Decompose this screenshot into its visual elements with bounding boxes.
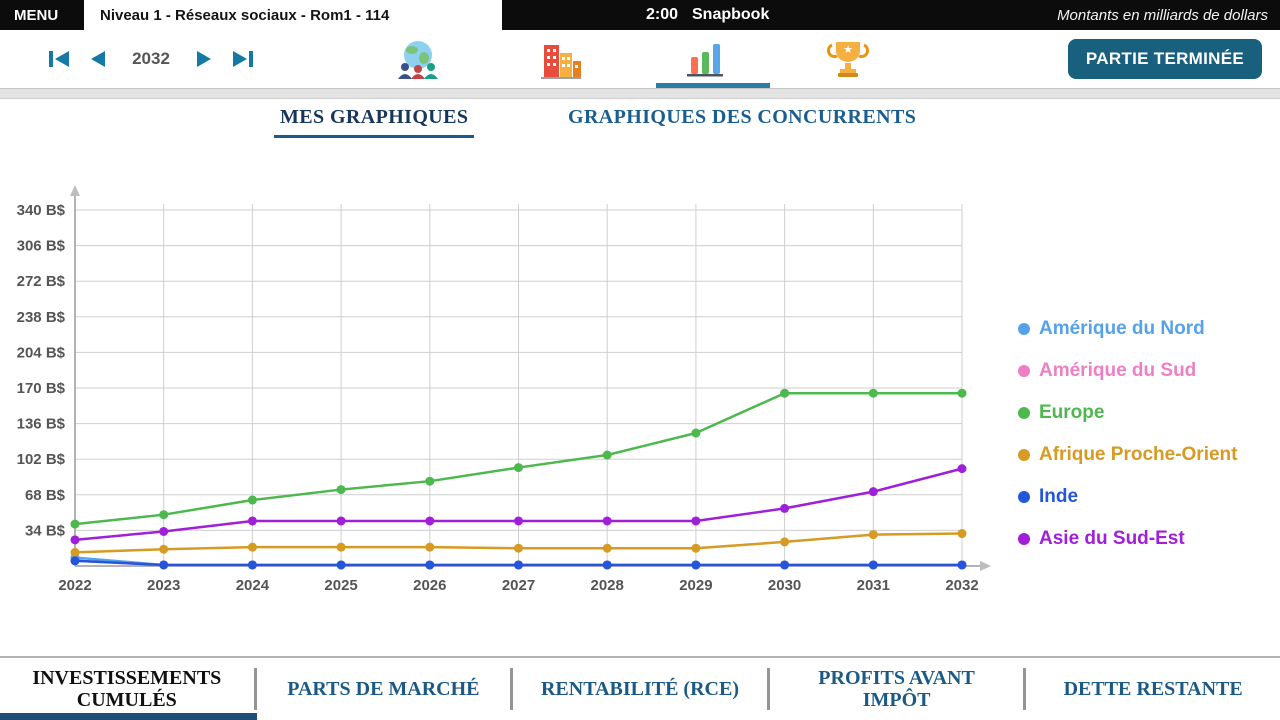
tab-remaining-debt[interactable]: DETTE RESTANTE bbox=[1026, 658, 1280, 720]
company-name: Snapbook bbox=[692, 6, 770, 23]
city-buildings-icon bbox=[541, 45, 582, 79]
previous-icon bbox=[91, 51, 105, 67]
units-note: Montants en milliards de dollars bbox=[1057, 6, 1268, 24]
world-view-button[interactable] bbox=[392, 36, 444, 82]
next-icon bbox=[197, 51, 211, 67]
investments-line-chart: 34 B$ 68 B$ 102 B$ 136 B$ 170 B$ 204 B$ 238 B$… bbox=[17, 185, 991, 594]
toolbar: 2032 bbox=[0, 30, 1280, 89]
tab-profitability[interactable]: RENTABILITÉ (RCE) bbox=[513, 658, 767, 720]
svg-text:204 B$: 204 B$ bbox=[17, 344, 66, 361]
tab-pretax-profits[interactable]: PROFITS AVANT IMPÔT bbox=[770, 658, 1024, 720]
svg-text:238 B$: 238 B$ bbox=[17, 309, 66, 326]
legend-dot bbox=[1018, 533, 1030, 545]
skip-to-end-icon bbox=[233, 51, 253, 67]
svg-text:2031: 2031 bbox=[857, 577, 890, 594]
svg-text:2029: 2029 bbox=[679, 577, 712, 594]
previous-year-button[interactable] bbox=[88, 47, 108, 71]
svg-text:68 B$: 68 B$ bbox=[25, 487, 66, 504]
svg-text:272 B$: 272 B$ bbox=[17, 273, 66, 290]
year-navigation: 2032 bbox=[46, 30, 256, 88]
svg-text:34 B$: 34 B$ bbox=[25, 522, 66, 539]
legend-label: Asie du Sud-Est bbox=[1039, 528, 1185, 549]
tab-cumulative-investments[interactable]: INVESTISSEMENTS CUMULÉS bbox=[0, 658, 254, 720]
svg-text:2025: 2025 bbox=[324, 577, 357, 594]
tab-label: RENTABILITÉ (RCE) bbox=[540, 677, 739, 700]
menu-button[interactable]: MENU bbox=[14, 6, 59, 24]
legend-label: Europe bbox=[1039, 402, 1105, 423]
legend-dot bbox=[1018, 365, 1030, 377]
legend-dot bbox=[1018, 407, 1030, 419]
svg-text:136 B$: 136 B$ bbox=[17, 416, 66, 433]
svg-text:306 B$: 306 B$ bbox=[17, 238, 66, 255]
globe-people-icon bbox=[398, 41, 438, 79]
tab-market-share[interactable]: PARTS DE MARCHÉ bbox=[257, 658, 511, 720]
svg-text:2027: 2027 bbox=[502, 577, 535, 594]
next-year-button[interactable] bbox=[194, 47, 214, 71]
trophy-icon: ★ bbox=[826, 42, 869, 77]
tab-divider bbox=[766, 668, 770, 710]
metric-tab-bar: INVESTISSEMENTS CUMULÉS PARTS DE MARCHÉ … bbox=[0, 656, 1280, 720]
legend-item: Amérique du Sud bbox=[1018, 350, 1237, 392]
tab-label: INVESTISSEMENTS CUMULÉS bbox=[32, 666, 222, 711]
tab-divider bbox=[510, 668, 514, 710]
ranking-view-button[interactable]: ★ bbox=[822, 36, 874, 82]
svg-text:2026: 2026 bbox=[413, 577, 446, 594]
svg-text:2030: 2030 bbox=[768, 577, 801, 594]
legend-item: Afrique Proche-Orient bbox=[1018, 434, 1237, 476]
chart-legend: Amérique du Nord Amérique du Sud Europe Afr… bbox=[1018, 308, 1237, 560]
legend-item: Europe bbox=[1018, 392, 1237, 434]
legend-item: Asie du Sud-Est bbox=[1018, 518, 1237, 560]
tab-label: PARTS DE MARCHÉ bbox=[287, 677, 480, 700]
skip-to-start-icon bbox=[49, 51, 69, 67]
city-view-button[interactable] bbox=[535, 36, 587, 82]
view-icons: ★ bbox=[392, 30, 874, 88]
level-title: Niveau 1 - Réseaux sociaux - Rom1 - 114 bbox=[84, 0, 502, 30]
legend-dot bbox=[1018, 323, 1030, 335]
legend-item: Amérique du Nord bbox=[1018, 308, 1237, 350]
svg-text:★: ★ bbox=[843, 44, 853, 56]
end-game-button[interactable]: PARTIE TERMINÉE bbox=[1067, 39, 1262, 79]
legend-label: Inde bbox=[1039, 486, 1079, 507]
timer: 2:00 bbox=[646, 6, 679, 23]
legend-item: Inde bbox=[1018, 476, 1237, 518]
svg-text:2028: 2028 bbox=[591, 577, 624, 594]
svg-text:2022: 2022 bbox=[58, 577, 91, 594]
tab-competitors-graphs[interactable]: GRAPHIQUES DES CONCURRENTS bbox=[562, 106, 922, 138]
legend-label: Amérique du Sud bbox=[1039, 360, 1197, 381]
charts-view-button[interactable] bbox=[679, 36, 731, 82]
legend-label: Amérique du Nord bbox=[1039, 318, 1205, 339]
legend-dot bbox=[1018, 449, 1030, 461]
last-year-button[interactable] bbox=[230, 47, 256, 71]
bar-chart-icon bbox=[686, 44, 723, 77]
legend-label: Afrique Proche-Orient bbox=[1039, 444, 1238, 465]
year-display: 2032 bbox=[132, 49, 170, 68]
divider-band bbox=[0, 89, 1280, 99]
legend-dot bbox=[1018, 491, 1030, 503]
tab-label: PROFITS AVANT IMPÔT bbox=[818, 666, 975, 711]
first-year-button[interactable] bbox=[46, 47, 72, 71]
top-bar: MENU Niveau 1 - Réseaux sociaux - Rom1 -… bbox=[0, 0, 1280, 30]
tab-divider bbox=[253, 668, 257, 710]
svg-text:2024: 2024 bbox=[236, 577, 270, 594]
tab-my-graphs[interactable]: MES GRAPHIQUES bbox=[274, 106, 475, 138]
svg-text:340 B$: 340 B$ bbox=[17, 202, 66, 219]
svg-text:102 B$: 102 B$ bbox=[17, 451, 66, 468]
active-tab-underline bbox=[0, 713, 257, 720]
svg-text:170 B$: 170 B$ bbox=[17, 380, 66, 397]
tab-label: DETTE RESTANTE bbox=[1063, 677, 1243, 700]
selected-view-underline bbox=[656, 83, 770, 88]
svg-text:2032: 2032 bbox=[945, 577, 978, 594]
svg-text:2023: 2023 bbox=[147, 577, 180, 594]
tab-divider bbox=[1023, 668, 1027, 710]
